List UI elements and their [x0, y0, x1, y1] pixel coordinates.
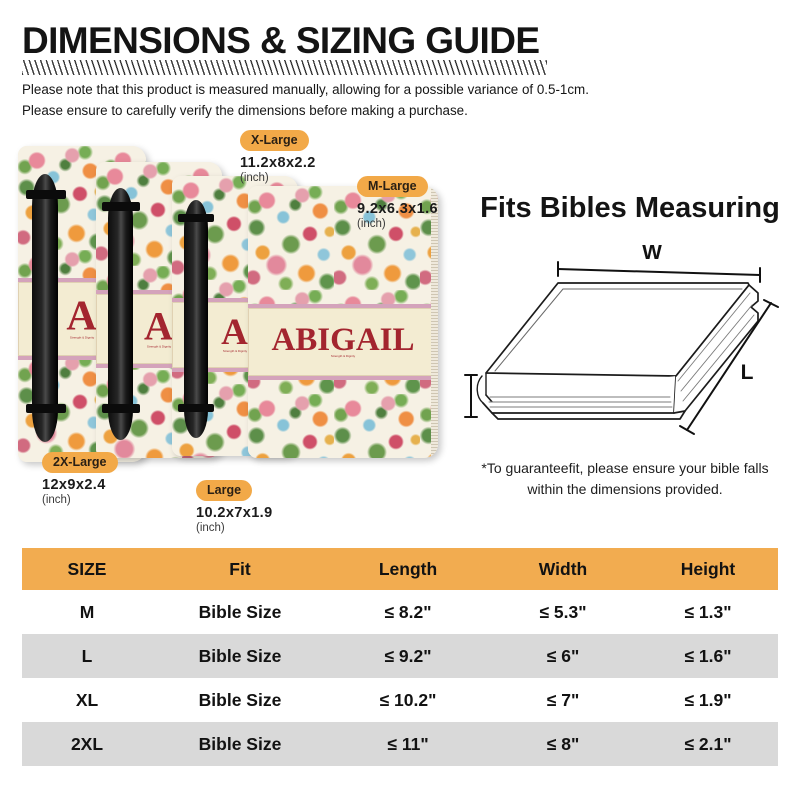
table-row: 2XL Bible Size ≤ 11" ≤ 8" ≤ 2.1": [22, 722, 778, 766]
handle-strap-bottom: [26, 404, 66, 413]
fits-footnote: *To guaranteefit, please ensure your bib…: [455, 458, 795, 500]
monogram-subtext: Strength & Dignity: [222, 348, 248, 353]
cell-fit: Bible Size: [152, 722, 328, 766]
callout-xlarge-unit: (inch): [240, 172, 269, 184]
dimension-line-w: [557, 261, 761, 283]
book-diagram-svg: W L H: [446, 241, 779, 435]
cell-length: ≤ 8.2": [328, 590, 488, 634]
cell-fit: Bible Size: [152, 634, 328, 678]
callout-mlarge: M-Large 9.2x6.3x1.6 (inch): [357, 176, 438, 230]
name-band: ABIGAIL Strength & Dignity: [248, 304, 438, 380]
carry-handle: [184, 200, 208, 438]
table-header-row: SIZE Fit Length Width Height: [22, 548, 778, 590]
table-row: XL Bible Size ≤ 10.2" ≤ 7" ≤ 1.9": [22, 678, 778, 722]
handle-strap-bottom: [102, 404, 140, 413]
cell-width: ≤ 8": [488, 722, 638, 766]
handle-strap-top: [26, 190, 66, 199]
column-header-length: Length: [328, 548, 488, 590]
dimension-line-h: [464, 374, 478, 418]
monogram-letter: A Strength & Dignity: [96, 306, 222, 349]
hatched-divider: [22, 60, 547, 75]
cell-length: ≤ 9.2": [328, 634, 488, 678]
cell-length: ≤ 10.2": [328, 678, 488, 722]
column-header-size: SIZE: [22, 548, 152, 590]
callout-large-unit: (inch): [196, 522, 225, 534]
callout-2xlarge: 2X-Large 12x9x2.4 (inch): [42, 452, 118, 506]
cell-width: ≤ 5.3": [488, 590, 638, 634]
carry-handle: [32, 174, 58, 442]
cell-size: L: [22, 634, 152, 678]
callout-2xlarge-badge: 2X-Large: [42, 452, 118, 473]
callout-mlarge-unit: (inch): [357, 218, 386, 230]
monogram-subtext: Strength & Dignity: [146, 344, 172, 349]
monogram-letter: A Strength & Dignity: [172, 314, 298, 353]
column-header-height: Height: [638, 548, 778, 590]
cell-fit: Bible Size: [152, 590, 328, 634]
cover-spine-edge: [431, 186, 438, 458]
dimension-label-l: L: [741, 361, 754, 384]
callout-large-badge: Large: [196, 480, 253, 501]
column-header-width: Width: [488, 548, 638, 590]
cell-height: ≤ 1.6": [638, 634, 778, 678]
cell-height: ≤ 2.1": [638, 722, 778, 766]
monogram-letter: A Strength & Dignity: [18, 295, 146, 340]
callout-mlarge-dims: 9.2x6.3x1.6: [357, 201, 438, 217]
table-row: M Bible Size ≤ 8.2" ≤ 5.3" ≤ 1.3": [22, 590, 778, 634]
monogram-subtext: Strength & Dignity: [69, 335, 95, 340]
product-photo-group: A Strength & Dignity A Strength & Dignit…: [0, 128, 460, 538]
size-table: SIZE Fit Length Width Height M Bible Siz…: [22, 548, 778, 766]
measurement-note: Please note that this product is measure…: [22, 80, 722, 122]
callout-xlarge-badge: X-Large: [240, 130, 309, 151]
cell-fit: Bible Size: [152, 678, 328, 722]
product-cover-mlarge: ABIGAIL Strength & Dignity: [248, 186, 438, 458]
fits-footnote-line1: *To guaranteefit, please ensure your bib…: [481, 460, 769, 476]
cell-width: ≤ 7": [488, 678, 638, 722]
handle-strap-top: [178, 214, 214, 222]
carry-handle: [108, 188, 133, 440]
monogram-name: ABIGAIL Strength & Dignity: [248, 323, 438, 359]
handle-strap-bottom: [178, 404, 214, 412]
page-title: DIMENSIONS & SIZING GUIDE: [22, 20, 540, 61]
book-diagram: W L H: [446, 241, 798, 460]
table-row: L Bible Size ≤ 9.2" ≤ 6" ≤ 1.6": [22, 634, 778, 678]
handle-strap-top: [102, 202, 140, 211]
cell-size: 2XL: [22, 722, 152, 766]
fits-bibles-title: Fits Bibles Measuring: [480, 192, 780, 224]
cell-length: ≤ 11": [328, 722, 488, 766]
cell-size: XL: [22, 678, 152, 722]
callout-mlarge-badge: M-Large: [357, 176, 428, 197]
callout-2xlarge-unit: (inch): [42, 494, 71, 506]
callout-xlarge: X-Large 11.2x8x2.2 (inch): [240, 130, 316, 184]
column-header-fit: Fit: [152, 548, 328, 590]
fits-footnote-line2: within the dimensions provided.: [527, 481, 723, 497]
dimension-label-w: W: [642, 245, 662, 264]
cell-height: ≤ 1.3": [638, 590, 778, 634]
cell-height: ≤ 1.9": [638, 678, 778, 722]
callout-xlarge-dims: 11.2x8x2.2: [240, 155, 316, 171]
dimension-line-l: [679, 299, 779, 435]
cell-size: M: [22, 590, 152, 634]
cell-width: ≤ 6": [488, 634, 638, 678]
callout-large-dims: 10.2x7x1.9: [196, 505, 273, 521]
measurement-note-line1: Please note that this product is measure…: [22, 82, 589, 97]
callout-large: Large 10.2x7x1.9 (inch): [196, 480, 273, 534]
measurement-note-line2: Please ensure to carefully verify the di…: [22, 102, 468, 118]
monogram-subtext: Strength & Dignity: [330, 354, 356, 359]
callout-2xlarge-dims: 12x9x2.4: [42, 477, 106, 493]
